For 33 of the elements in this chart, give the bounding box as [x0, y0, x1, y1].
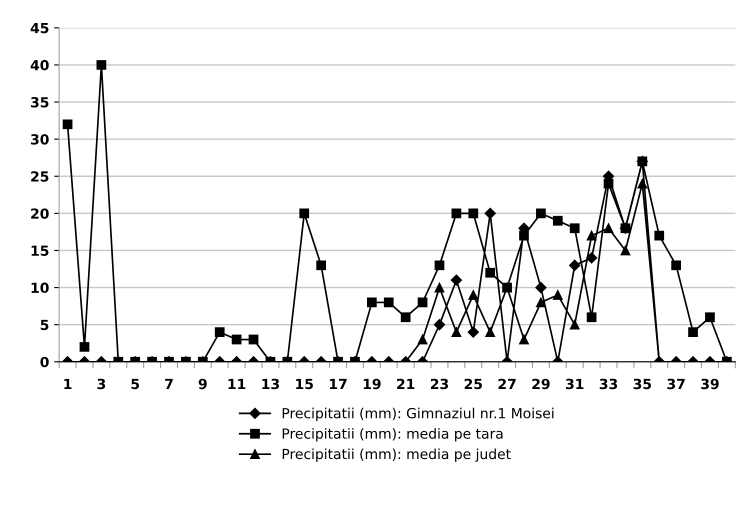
x-tick-label: 19 — [364, 378, 381, 390]
x-tick-label: 21 — [397, 378, 414, 390]
y-tick-label: 45 — [30, 22, 48, 34]
x-tick-label: 33 — [600, 378, 618, 390]
y-tick-label: 0 — [40, 356, 49, 368]
y-tick-label: 40 — [30, 60, 49, 70]
legend-label: Precipitatii (mm): media pe judet — [282, 448, 511, 462]
legend-label: Precipitatii (mm): media pe tara — [282, 428, 503, 442]
x-tick-label: 3 — [97, 378, 106, 390]
x-tick-label: 35 — [634, 378, 652, 390]
legend-label: Precipitatii (mm): Gimnaziul nr.1 Moisei — [282, 408, 554, 422]
y-tick-label: 5 — [40, 320, 48, 330]
y-tick-label: 15 — [32, 246, 48, 256]
x-tick-label: 17 — [330, 378, 347, 390]
y-tick-label: 35 — [31, 97, 48, 108]
x-tick-label: 11 — [228, 378, 246, 390]
x-tick-label: 27 — [498, 378, 516, 390]
x-tick-label: 37 — [667, 378, 685, 390]
y-tick-label: 10 — [32, 282, 49, 294]
y-tick-label: 20 — [31, 208, 49, 219]
x-tick-label: 15 — [296, 378, 313, 390]
x-tick-label: 31 — [566, 378, 584, 390]
y-tick-label: 25 — [31, 171, 48, 182]
x-tick-label: 9 — [198, 378, 207, 390]
x-tick-label: 5 — [131, 378, 140, 390]
y-tick-label: 30 — [31, 134, 49, 145]
x-tick-label: 23 — [430, 378, 448, 390]
x-tick-label: 39 — [701, 378, 719, 390]
x-tick-label: 13 — [262, 378, 279, 390]
x-tick-label: 7 — [165, 378, 173, 390]
x-tick-label: 1 — [64, 378, 72, 390]
x-tick-label: 25 — [464, 378, 482, 390]
x-tick-label: 29 — [532, 378, 550, 390]
